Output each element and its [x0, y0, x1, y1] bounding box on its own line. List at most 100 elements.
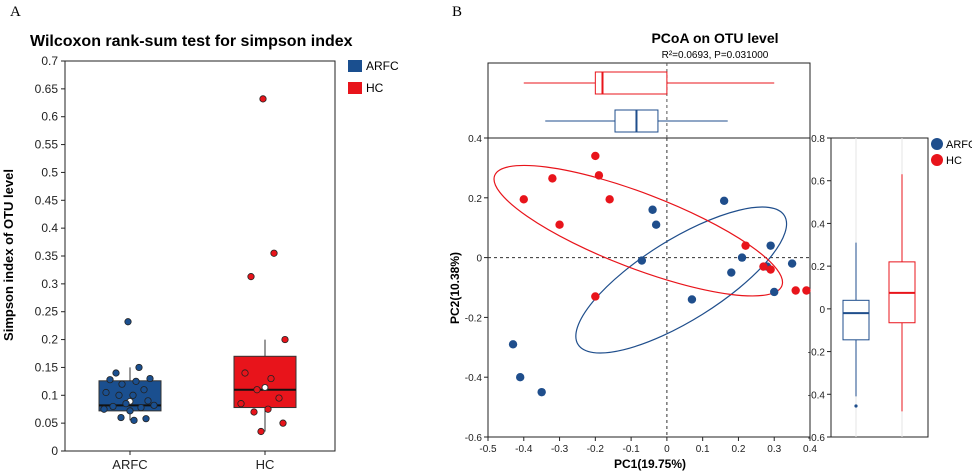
- side-y-tick-label: -0.2: [808, 348, 826, 359]
- panel-b-scatter-frame: [487, 137, 811, 438]
- y-tick-label: 0.1: [41, 388, 58, 402]
- x-tick-label: -0.2: [587, 444, 605, 455]
- y-tick-label: 0.4: [468, 134, 482, 145]
- point-arfc: [144, 397, 152, 405]
- y-tick-label: 0.4: [41, 221, 58, 235]
- point-hc: [279, 419, 287, 427]
- panel-a-title: Wilcoxon rank-sum test for simpson index: [30, 33, 353, 50]
- y-tick-label: 0.05: [35, 416, 59, 430]
- point-hc: [591, 292, 600, 301]
- side-outlier-arfc: [854, 404, 858, 408]
- legend-swatch-hc: [348, 82, 362, 94]
- y-tick-label: -0.2: [465, 313, 483, 324]
- point-arfc: [112, 369, 120, 377]
- point-arfc: [100, 405, 108, 413]
- panel-b-ylabel: PC2(10.38%): [448, 252, 462, 324]
- ellipse-hc: [493, 164, 784, 297]
- y-tick-label: -0.4: [465, 373, 483, 384]
- point-arfc: [648, 205, 657, 214]
- point-hc: [548, 174, 557, 183]
- point-arfc: [122, 400, 130, 408]
- panel-a-y-axis: 0 0.05 0.1 0.15 0.2 0.25 0.3 0.35 0.4 0.45 0.5 0.55…: [35, 54, 65, 458]
- side-box-arfc: [842, 299, 870, 341]
- panel-b-xlabel: PC1(19.75%): [614, 457, 686, 471]
- x-tick-label: 0.3: [767, 444, 781, 455]
- point-arfc: [727, 268, 736, 277]
- point-hc: [791, 286, 800, 295]
- panel-b-subtitle: R²=0.0693, P=0.031000: [662, 50, 769, 61]
- y-tick-label: 0.65: [35, 82, 59, 96]
- point-arfc: [766, 241, 775, 250]
- box-hc: [233, 355, 297, 409]
- point-arfc: [115, 391, 123, 399]
- side-y-tick-label: 0: [819, 305, 825, 316]
- x-tick-label: HC: [256, 457, 275, 472]
- side-y-tick-label: 0.6: [811, 177, 825, 188]
- point-hc: [766, 265, 775, 274]
- x-tick-label: 0: [664, 444, 670, 455]
- ellipse-arfc: [575, 206, 788, 354]
- point-arfc: [140, 386, 148, 394]
- x-tick-label: 0.4: [803, 444, 817, 455]
- point-arfc: [130, 416, 138, 424]
- point-hc: [741, 241, 750, 250]
- panel-a-legend: ARFC HC: [348, 59, 399, 95]
- point-hc: [275, 394, 283, 402]
- point-arfc: [137, 403, 145, 412]
- y-tick-label: 0.45: [35, 193, 59, 207]
- point-hc: [605, 195, 614, 204]
- point-arfc: [737, 253, 747, 262]
- side-y-tick-label: 0.8: [811, 134, 825, 145]
- point-hc: [247, 273, 255, 281]
- point-hc: [259, 95, 267, 103]
- point-arfc: [142, 415, 150, 423]
- point-arfc: [150, 401, 158, 409]
- panel-b-ellipses: [493, 164, 788, 354]
- point-arfc: [787, 259, 797, 268]
- point-hc: [281, 335, 289, 344]
- point-arfc: [146, 374, 154, 383]
- point-hc: [802, 286, 811, 295]
- y-tick-label: 0.2: [468, 194, 482, 205]
- x-tick-label: -0.3: [551, 444, 569, 455]
- x-tick-label: ARFC: [112, 457, 147, 472]
- point-arfc: [117, 413, 125, 422]
- point-arfc: [719, 196, 729, 205]
- point-hc: [253, 386, 261, 394]
- point-arfc: [687, 295, 697, 304]
- x-tick-label: -0.1: [622, 444, 640, 455]
- point-hc: [519, 195, 528, 204]
- point-arfc: [109, 402, 117, 411]
- point-hc: [257, 427, 265, 436]
- y-tick-label: 0.5: [41, 165, 58, 179]
- point-hc: [594, 171, 604, 180]
- side-y-tick-label: 0.4: [811, 219, 825, 230]
- y-tick-label: 0.15: [35, 360, 59, 374]
- point-arfc: [516, 373, 525, 382]
- point-arfc: [508, 340, 518, 349]
- panel-b-side-boxplot: -0.6 -0.4 -0.2 0 0.2 0.4 0.6 0.8: [808, 134, 916, 444]
- y-tick-label: 0: [476, 254, 482, 265]
- side-y-tick-label: 0.2: [811, 262, 825, 273]
- point-arfc: [118, 380, 126, 388]
- legend-dot-arfc: [931, 138, 943, 150]
- point-hc: [270, 249, 278, 257]
- point-arfc: [106, 376, 114, 384]
- y-tick-label: 0.35: [35, 249, 59, 263]
- x-tick-label: 0.1: [696, 444, 710, 455]
- point-hc: [555, 220, 564, 229]
- y-tick-label: -0.6: [465, 433, 483, 444]
- side-y-tick-label: -0.6: [808, 433, 826, 444]
- y-tick-label: 0.55: [35, 138, 59, 152]
- panel-b-letter: B: [452, 4, 462, 20]
- point-arfc: [135, 363, 143, 372]
- point-arfc: [132, 377, 140, 385]
- panel-b-top-boxplot: [523, 71, 775, 133]
- mean-marker-hc: [261, 383, 269, 391]
- panel-a-ylabel: Simpson index of OTU level: [1, 169, 16, 341]
- y-tick-label: 0: [51, 444, 58, 458]
- point-arfc: [102, 388, 110, 397]
- point-arfc: [126, 407, 134, 415]
- point-arfc: [537, 387, 546, 397]
